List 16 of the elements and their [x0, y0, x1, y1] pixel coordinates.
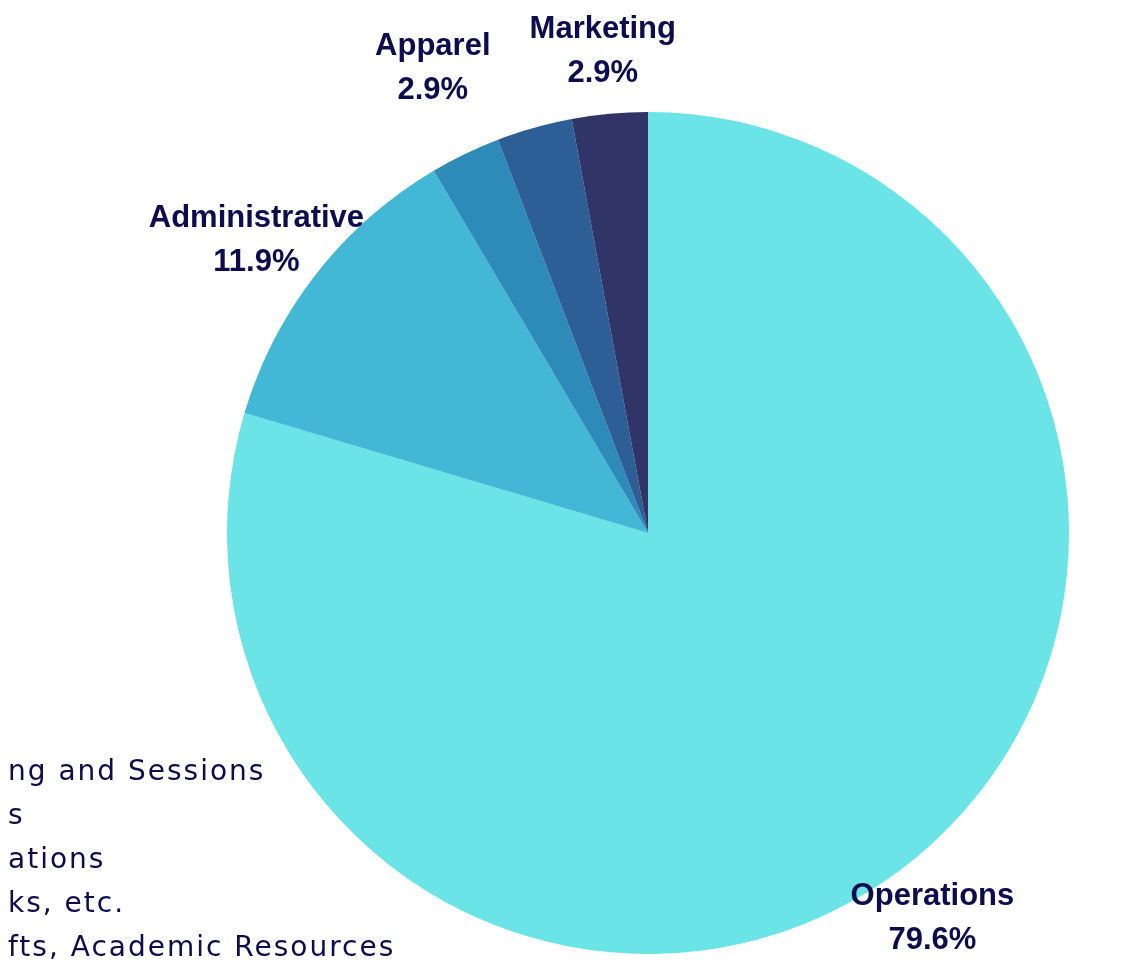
text: s: [8, 798, 25, 831]
slice-label: Marketing: [529, 10, 677, 46]
pie-slice: [497, 118, 648, 533]
data-label: 2.9%: [397, 70, 469, 106]
data-label: 11.9%: [213, 243, 300, 279]
pie-slice: [571, 112, 648, 533]
slice-label: Operations: [850, 877, 1015, 912]
slice-label: Administrative: [148, 199, 365, 235]
data-label: 2.9%: [567, 54, 639, 90]
slice-label: Apparel: [375, 26, 491, 62]
text: ations: [8, 842, 106, 875]
data-label: 79.6%: [888, 921, 977, 956]
text: ng and Sessions: [8, 754, 266, 787]
pie-slice: [433, 139, 648, 533]
text: fts, Academic Resources: [8, 930, 396, 963]
text: ks, etc.: [8, 886, 126, 919]
